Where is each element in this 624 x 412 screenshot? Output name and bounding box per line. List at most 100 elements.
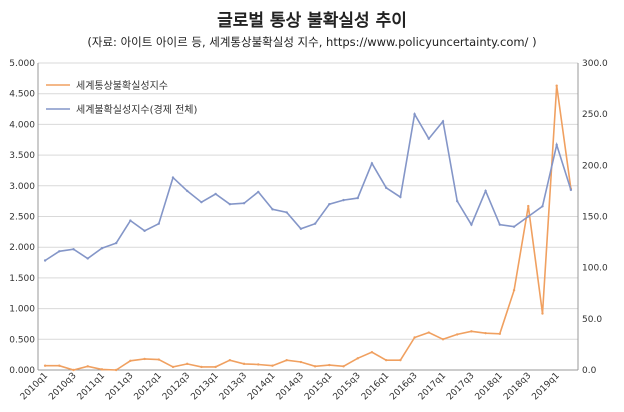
x-tick-label: 2015q3 — [332, 371, 363, 402]
series-1-point — [242, 362, 246, 366]
series-1-point — [484, 331, 487, 335]
x-tick-label: 2013q1 — [189, 371, 220, 402]
series-2-point — [257, 190, 260, 194]
series-1-point — [214, 365, 217, 369]
series-1-point — [512, 288, 516, 292]
series-1-point — [171, 365, 175, 369]
series-2-point — [200, 200, 203, 204]
y-left-tick-label: 4.000 — [9, 120, 35, 130]
series-1-point — [356, 357, 359, 360]
series-2-point — [114, 241, 118, 245]
series-1-point — [441, 338, 445, 341]
y-right-tick-label: 200.0 — [582, 161, 608, 171]
chart-subtitle: (자료: 아이트 아이르 등, 세계통상불확실성 지수, https://www… — [87, 35, 537, 49]
series-2-point — [427, 137, 430, 140]
series-2-point — [498, 223, 502, 226]
y-left-tick-label: 5.000 — [9, 59, 35, 69]
y-left-tick-label: 1.000 — [9, 305, 35, 315]
series-1-point — [299, 360, 303, 364]
series-2-point — [342, 198, 345, 202]
series-1-point — [129, 359, 132, 362]
series-2-point — [100, 247, 104, 250]
y-right-tick-label: 100.0 — [582, 264, 608, 274]
series-1-point — [370, 350, 374, 354]
series-2-point — [413, 112, 416, 116]
series-1-point — [157, 358, 160, 361]
series-2-point — [470, 223, 473, 226]
series-2-point — [328, 203, 331, 206]
series-2-point — [370, 162, 374, 165]
series-1-point — [313, 365, 317, 368]
series-2-point — [285, 211, 288, 214]
series-2-point — [43, 259, 47, 262]
series-1-point — [100, 368, 104, 371]
series-1-point — [384, 358, 388, 362]
series-line-2 — [44, 111, 572, 262]
y-right-tick-label: 0.0 — [582, 366, 597, 376]
series-1-point — [413, 336, 416, 339]
series-1-point — [456, 333, 459, 336]
series-2-point — [129, 219, 132, 222]
series-2-point — [456, 199, 459, 203]
x-tick-label: 2016q1 — [360, 371, 391, 402]
series-2-point — [484, 189, 487, 193]
series-2-point — [399, 195, 402, 199]
series-2-point — [313, 222, 317, 225]
series-2-point — [86, 257, 89, 260]
series-2-point — [72, 248, 75, 251]
series-2-point — [171, 176, 175, 179]
series-1-point — [498, 332, 502, 335]
series-1-point — [114, 368, 118, 372]
legend-label-1: 세계통상불확실성지수 — [76, 80, 168, 92]
series-2-point — [214, 192, 217, 196]
series-1-point — [342, 365, 345, 368]
series-1-point — [200, 365, 203, 369]
series-1-point — [328, 363, 331, 367]
series-1-point — [257, 363, 260, 366]
series-2-point — [512, 225, 516, 228]
series-2-point — [541, 205, 544, 208]
series-2-point — [441, 120, 445, 123]
y-left-tick-label: 0.500 — [9, 335, 35, 345]
y-right-tick-label: 300.0 — [582, 59, 608, 69]
series-1-point — [58, 364, 61, 367]
x-tick-label: 2011q1 — [76, 371, 107, 402]
series-2-point — [58, 250, 61, 253]
y-left-tick-label: 2.500 — [9, 213, 35, 223]
x-tick-label: 2018q1 — [474, 371, 505, 402]
series-2-point — [186, 189, 189, 193]
series-1-point — [555, 84, 558, 87]
series-2-point — [299, 227, 303, 230]
series-2-point — [271, 208, 274, 211]
series-1-point — [399, 358, 402, 362]
x-tick-label: 2016q3 — [388, 371, 419, 402]
y-right-tick-label: 250.0 — [582, 110, 608, 120]
x-tick-label: 2015q1 — [303, 371, 334, 402]
series-2-point — [157, 222, 160, 225]
y-right-tick-label: 50.0 — [582, 315, 602, 325]
x-tick-label: 2019q1 — [530, 371, 561, 402]
series-1-point — [470, 330, 473, 333]
series-2-point — [527, 215, 530, 218]
y-right-tick-label: 150.0 — [582, 213, 608, 223]
series-1-point — [86, 365, 89, 368]
series-2-point — [555, 143, 558, 147]
series-1-point — [541, 312, 544, 315]
y-left-tick-label: 0.000 — [9, 366, 35, 376]
series-1-point — [72, 368, 75, 372]
series-2-point — [228, 203, 232, 206]
x-tick-label: 2011q3 — [104, 371, 135, 402]
series-2-point — [356, 196, 359, 200]
x-tick-label: 2014q1 — [246, 371, 277, 402]
x-tick-label: 2017q1 — [417, 371, 448, 402]
series-1-point — [186, 362, 189, 366]
x-tick-label: 2012q1 — [133, 371, 164, 402]
series-1-point — [228, 358, 232, 362]
series-1-point — [271, 364, 274, 367]
x-tick-label: 2010q3 — [47, 371, 78, 402]
y-left-tick-label: 3.000 — [9, 182, 35, 192]
x-tick-label: 2013q3 — [218, 371, 249, 402]
x-tick-label: 2012q3 — [161, 371, 192, 402]
